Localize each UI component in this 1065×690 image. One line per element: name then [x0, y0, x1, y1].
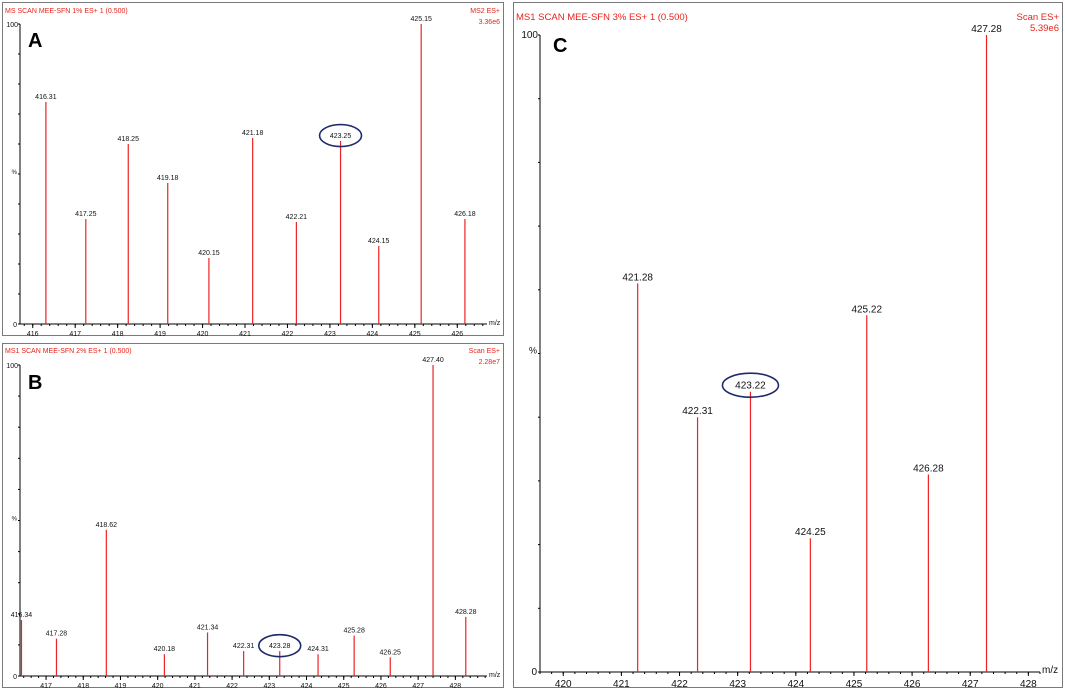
- x-tick-label: 420: [152, 683, 164, 690]
- x-tick-label: 421: [239, 331, 251, 338]
- highlight-circle: [318, 123, 363, 148]
- panel-letter-b: B: [28, 372, 42, 394]
- x-tick-label: 421: [189, 683, 201, 690]
- x-tick-label: 424: [787, 679, 804, 690]
- peak-label: 423.28: [269, 643, 291, 650]
- peak-label: 426.28: [913, 464, 944, 475]
- peak-label: 427.40: [422, 357, 444, 364]
- x-tick-label: 422: [282, 331, 294, 338]
- x-axis-label: m/z: [489, 672, 501, 679]
- peak-label: 423.22: [735, 381, 766, 392]
- y-axis-label: %: [12, 517, 18, 523]
- peak-label: 421.18: [242, 130, 264, 137]
- x-tick-label: 421: [613, 679, 630, 690]
- peak-label: 416.31: [35, 94, 57, 101]
- x-tick-label: 417: [40, 683, 52, 690]
- x-tick-label: 426: [375, 683, 387, 690]
- panel-frame-c: [513, 2, 1063, 688]
- peak-label: 426.18: [454, 211, 476, 218]
- peak-label: 418.25: [118, 136, 140, 143]
- scan-mode-c: Scan ES+: [1016, 12, 1059, 23]
- peak-label: 418.62: [96, 522, 118, 529]
- scan-mode-a: MS2 ES+: [470, 8, 500, 15]
- peak-label: 423.25: [330, 133, 352, 140]
- scan-title-b: MS1 SCAN MEE-SFN 2% ES+ 1 (0.500): [5, 348, 132, 355]
- peak-label: 421.34: [197, 624, 219, 631]
- peak-label: 422.31: [233, 643, 255, 650]
- x-tick-label: 420: [197, 331, 209, 338]
- y-axis-label: %: [529, 346, 537, 356]
- x-tick-label: 427: [962, 679, 979, 690]
- x-tick-label: 425: [846, 679, 863, 690]
- peak-label: 420.15: [198, 250, 220, 257]
- panel-frame-a: [2, 2, 504, 336]
- peak-label: 425.22: [851, 304, 882, 315]
- peak-label: 424.31: [307, 646, 329, 653]
- peak-label: 424.15: [368, 238, 390, 245]
- peak-label: 421.28: [622, 272, 653, 283]
- x-tick-label: 423: [324, 331, 336, 338]
- y-tick-label: 100: [6, 22, 18, 29]
- panel-letter-c: C: [553, 35, 567, 57]
- peak-label: 426.25: [380, 649, 402, 656]
- x-tick-label: 418: [77, 683, 89, 690]
- y-tick-label: 100: [521, 30, 538, 41]
- x-tick-label: 422: [226, 683, 238, 690]
- peak-label: 428.28: [455, 609, 477, 616]
- x-tick-label: 427: [412, 683, 424, 690]
- peak-label: 424.25: [795, 527, 826, 538]
- peak-label: 427.28: [971, 24, 1002, 35]
- y-tick-label: 0: [13, 674, 17, 681]
- x-axis-label: m/z: [489, 320, 501, 327]
- peak-label: 417.28: [46, 631, 68, 638]
- x-tick-label: 423: [263, 683, 275, 690]
- x-tick-label: 423: [729, 679, 746, 690]
- x-tick-label: 422: [671, 679, 688, 690]
- scan-mode-b: Scan ES+: [469, 348, 500, 355]
- x-tick-label: 425: [409, 331, 421, 338]
- scan-title-a: MS SCAN MEE-SFN 1% ES+ 1 (0.500): [5, 8, 128, 15]
- peak-label: 417.25: [75, 211, 97, 218]
- panel-letter-a: A: [28, 30, 42, 52]
- peak-label: 422.21: [286, 214, 308, 221]
- x-tick-label: 426: [904, 679, 921, 690]
- x-tick-label: 420: [555, 679, 572, 690]
- y-tick-label: 100: [6, 363, 18, 370]
- intensity-c: 5.39e6: [1030, 23, 1059, 34]
- y-tick-label: 0: [13, 322, 17, 329]
- y-axis-label: %: [12, 170, 18, 176]
- intensity-a: 3.36e6: [479, 19, 501, 26]
- peak-label: 419.18: [157, 175, 179, 182]
- highlight-circle: [721, 372, 780, 399]
- x-tick-label: 417: [69, 331, 81, 338]
- scan-title-c: MS1 SCAN MEE-SFN 3% ES+ 1 (0.500): [516, 12, 688, 23]
- x-tick-label: 418: [112, 331, 124, 338]
- x-tick-label: 424: [301, 683, 313, 690]
- x-axis-label: m/z: [1042, 665, 1058, 676]
- peak-label: 420.18: [154, 646, 176, 653]
- x-tick-label: 416: [27, 331, 39, 338]
- x-tick-label: 428: [450, 683, 462, 690]
- x-tick-label: 424: [367, 331, 379, 338]
- x-tick-label: 419: [154, 331, 166, 338]
- y-tick-label: 0: [531, 667, 537, 678]
- x-tick-label: 426: [451, 331, 463, 338]
- spectrum-a: MS SCAN MEE-SFN 1% ES+ 1 (0.500) MS2 ES+ 3…: [2, 2, 504, 338]
- spectrum-c: MS1 SCAN MEE-SFN 3% ES+ 1 (0.500) Scan ES…: [513, 2, 1063, 690]
- peak-label: 425.28: [343, 628, 365, 635]
- peak-label: 422.31: [682, 406, 713, 417]
- highlight-circle: [257, 633, 302, 658]
- intensity-b: 2.28e7: [479, 359, 501, 366]
- panel-frame-b: [2, 343, 504, 688]
- x-tick-label: 425: [338, 683, 350, 690]
- x-tick-label: 428: [1020, 679, 1037, 690]
- peak-label: 416.34: [11, 612, 33, 619]
- spectrum-b: MS1 SCAN MEE-SFN 2% ES+ 1 (0.500) Scan ES…: [2, 343, 504, 690]
- x-tick-label: 419: [115, 683, 127, 690]
- peak-label: 425.15: [410, 16, 432, 23]
